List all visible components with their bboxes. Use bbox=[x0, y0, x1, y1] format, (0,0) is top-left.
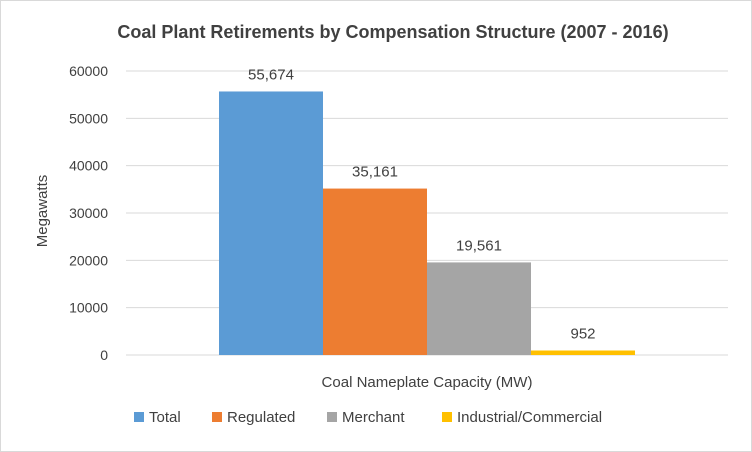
data-label-total: 55,674 bbox=[248, 66, 294, 83]
legend-entry: Total bbox=[149, 409, 181, 426]
y-tick-label: 20000 bbox=[69, 252, 108, 268]
legend-entry: Merchant bbox=[342, 409, 405, 426]
legend-swatch bbox=[134, 412, 144, 422]
legend-entry: Regulated bbox=[227, 409, 295, 426]
bars bbox=[219, 91, 635, 355]
data-label-industrial-commercial: 952 bbox=[570, 325, 595, 342]
y-tick-label: 0 bbox=[100, 347, 108, 363]
y-tick-label: 10000 bbox=[69, 300, 108, 316]
data-labels: 55,674 35,161 19,561 952 bbox=[248, 66, 595, 342]
x-axis-label: Coal Nameplate Capacity (MW) bbox=[322, 374, 533, 391]
bar-regulated bbox=[323, 188, 427, 355]
data-label-regulated: 35,161 bbox=[352, 164, 398, 181]
chart-title: Coal Plant Retirements by Compensation S… bbox=[117, 22, 668, 42]
legend-entry: Industrial/Commercial bbox=[457, 409, 602, 426]
legend-swatch bbox=[212, 412, 222, 422]
y-tick-label: 60000 bbox=[69, 63, 108, 79]
y-tick-label: 30000 bbox=[69, 205, 108, 221]
legend: Total Regulated Merchant Industrial/Commerc… bbox=[134, 409, 602, 426]
bar-total bbox=[219, 91, 323, 355]
y-tick-label: 40000 bbox=[69, 158, 108, 174]
bar-merchant bbox=[427, 262, 531, 355]
bar-industrial-commercial bbox=[531, 350, 635, 355]
legend-swatch bbox=[327, 412, 337, 422]
data-label-merchant: 19,561 bbox=[456, 237, 502, 254]
y-axis-label: Megawatts bbox=[34, 175, 51, 248]
y-tick-label: 50000 bbox=[69, 110, 108, 126]
legend-swatch bbox=[442, 412, 452, 422]
y-axis-ticks: 0 10000 20000 30000 40000 50000 60000 bbox=[69, 63, 108, 363]
